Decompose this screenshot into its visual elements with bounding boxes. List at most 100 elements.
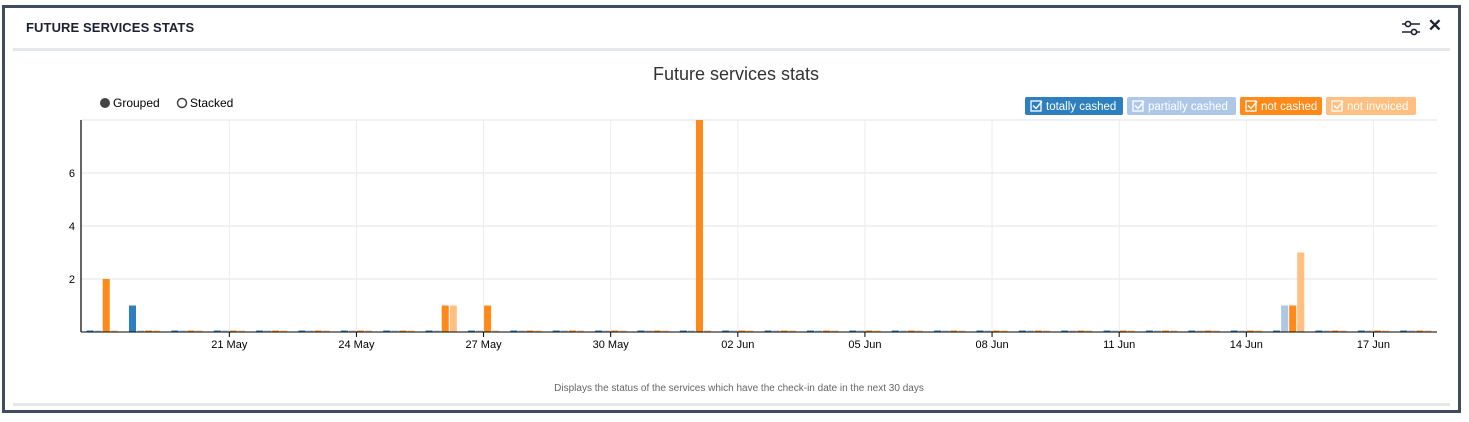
bar-not-invoiced[interactable] bbox=[492, 330, 500, 333]
bar-partially-cashed[interactable] bbox=[899, 330, 907, 333]
bar-not-cashed[interactable] bbox=[1077, 330, 1085, 333]
bar-partially-cashed[interactable] bbox=[1196, 330, 1204, 333]
bar-totally-cashed[interactable] bbox=[1400, 330, 1408, 333]
bar-partially-cashed[interactable] bbox=[306, 330, 314, 333]
bar-not-invoiced[interactable] bbox=[958, 330, 966, 333]
bar-not-invoiced[interactable] bbox=[1085, 330, 1093, 333]
bar-partially-cashed[interactable] bbox=[348, 330, 356, 333]
checkbox-icon[interactable] bbox=[1331, 100, 1343, 112]
bar-not-invoiced[interactable] bbox=[237, 330, 245, 333]
bar-not-invoiced[interactable] bbox=[407, 330, 415, 333]
bar-not-cashed[interactable] bbox=[314, 330, 322, 333]
bar-not-invoiced[interactable] bbox=[1424, 330, 1432, 333]
bar-totally-cashed[interactable] bbox=[934, 330, 942, 333]
bar-not-invoiced[interactable] bbox=[534, 330, 542, 333]
bar-not-invoiced[interactable] bbox=[195, 330, 203, 333]
bar-not-cashed[interactable] bbox=[992, 330, 1000, 333]
bar-totally-cashed[interactable] bbox=[1230, 330, 1238, 333]
legend-swatch[interactable] bbox=[1240, 97, 1322, 115]
bar-totally-cashed[interactable] bbox=[806, 330, 815, 333]
legend-swatch[interactable] bbox=[1025, 97, 1123, 115]
stacked-radio-dot[interactable] bbox=[176, 97, 188, 109]
bar-not-invoiced[interactable] bbox=[153, 330, 161, 333]
bar-not-cashed[interactable] bbox=[229, 330, 237, 333]
bar-not-invoiced[interactable] bbox=[1170, 330, 1178, 333]
bar-partially-cashed[interactable] bbox=[137, 330, 145, 333]
grouped-radio[interactable]: Grouped bbox=[100, 96, 160, 110]
bar-partially-cashed[interactable] bbox=[518, 330, 526, 333]
sliders-icon[interactable] bbox=[1400, 18, 1422, 38]
bar-not-cashed[interactable] bbox=[272, 330, 280, 333]
bar-partially-cashed[interactable] bbox=[391, 330, 399, 333]
bar-not-cashed[interactable] bbox=[484, 305, 492, 333]
bar-not-cashed[interactable] bbox=[950, 330, 958, 333]
bar-partially-cashed[interactable] bbox=[730, 330, 738, 333]
bar-not-cashed[interactable] bbox=[780, 330, 788, 333]
bar-not-cashed[interactable] bbox=[1331, 330, 1339, 333]
bar-not-cashed[interactable] bbox=[865, 330, 873, 333]
bar-partially-cashed[interactable] bbox=[221, 330, 229, 333]
checkbox-icon[interactable] bbox=[1245, 100, 1257, 112]
bar-totally-cashed[interactable] bbox=[1357, 330, 1365, 333]
bar-totally-cashed[interactable] bbox=[891, 330, 899, 333]
bar-partially-cashed[interactable] bbox=[1281, 305, 1289, 333]
bar-not-cashed[interactable] bbox=[1034, 330, 1042, 333]
bar-totally-cashed[interactable] bbox=[128, 305, 137, 333]
bar-partially-cashed[interactable] bbox=[984, 330, 992, 333]
bar-partially-cashed[interactable] bbox=[264, 330, 272, 333]
bar-partially-cashed[interactable] bbox=[1111, 330, 1119, 333]
bar-not-cashed[interactable] bbox=[611, 330, 619, 333]
bar-partially-cashed[interactable] bbox=[857, 330, 865, 333]
bar-not-cashed[interactable] bbox=[356, 330, 364, 333]
bar-not-invoiced[interactable] bbox=[1254, 330, 1262, 333]
bar-totally-cashed[interactable] bbox=[298, 330, 306, 333]
bar-partially-cashed[interactable] bbox=[1365, 330, 1373, 333]
bar-not-invoiced[interactable] bbox=[915, 330, 923, 333]
bar-not-invoiced[interactable] bbox=[1212, 330, 1220, 333]
bar-totally-cashed[interactable] bbox=[764, 330, 772, 333]
bar-partially-cashed[interactable] bbox=[815, 330, 823, 333]
bar-not-cashed[interactable] bbox=[1289, 305, 1297, 333]
bar-partially-cashed[interactable] bbox=[1026, 330, 1034, 333]
bar-totally-cashed[interactable] bbox=[467, 330, 476, 333]
bar-partially-cashed[interactable] bbox=[560, 330, 568, 333]
bar-not-invoiced[interactable] bbox=[364, 330, 373, 333]
bar-partially-cashed[interactable] bbox=[772, 330, 780, 333]
bar-partially-cashed[interactable] bbox=[942, 330, 950, 333]
checkbox-icon[interactable] bbox=[1030, 100, 1042, 112]
bar-not-invoiced[interactable] bbox=[322, 330, 330, 333]
bar-totally-cashed[interactable] bbox=[1018, 330, 1026, 333]
bar-not-cashed[interactable] bbox=[695, 120, 703, 332]
bar-totally-cashed[interactable] bbox=[213, 330, 221, 333]
bar-not-invoiced[interactable] bbox=[703, 330, 712, 333]
bar-partially-cashed[interactable] bbox=[603, 330, 611, 333]
bar-not-invoiced[interactable] bbox=[661, 330, 669, 333]
bar-totally-cashed[interactable] bbox=[849, 330, 857, 333]
bar-totally-cashed[interactable] bbox=[340, 330, 348, 333]
bar-partially-cashed[interactable] bbox=[645, 330, 653, 333]
stacked-radio[interactable]: Stacked bbox=[176, 96, 234, 110]
bar-not-invoiced[interactable] bbox=[1000, 330, 1008, 333]
bar-not-cashed[interactable] bbox=[1246, 330, 1254, 333]
bar-totally-cashed[interactable] bbox=[171, 330, 179, 333]
bar-not-invoiced[interactable] bbox=[110, 330, 118, 333]
bar-not-cashed[interactable] bbox=[526, 330, 534, 333]
bar-partially-cashed[interactable] bbox=[1154, 330, 1162, 333]
bar-totally-cashed[interactable] bbox=[637, 330, 645, 333]
bar-totally-cashed[interactable] bbox=[256, 330, 264, 333]
bar-totally-cashed[interactable] bbox=[1103, 330, 1111, 333]
bar-totally-cashed[interactable] bbox=[1188, 330, 1196, 333]
bar-totally-cashed[interactable] bbox=[679, 330, 687, 333]
bar-not-invoiced[interactable] bbox=[1127, 330, 1135, 333]
grouped-radio-dot[interactable] bbox=[100, 98, 110, 108]
bar-totally-cashed[interactable] bbox=[1315, 330, 1323, 333]
bar-not-invoiced[interactable] bbox=[1339, 330, 1347, 333]
bar-totally-cashed[interactable] bbox=[1145, 330, 1154, 333]
bar-not-cashed[interactable] bbox=[102, 279, 110, 332]
bar-not-cashed[interactable] bbox=[653, 330, 661, 333]
bar-not-invoiced[interactable] bbox=[831, 330, 839, 333]
bar-not-invoiced[interactable] bbox=[280, 330, 288, 333]
legend-item-totally-cashed[interactable]: totally cashed bbox=[1025, 97, 1123, 115]
bar-totally-cashed[interactable] bbox=[1061, 330, 1069, 333]
legend-swatch[interactable] bbox=[1127, 97, 1236, 115]
